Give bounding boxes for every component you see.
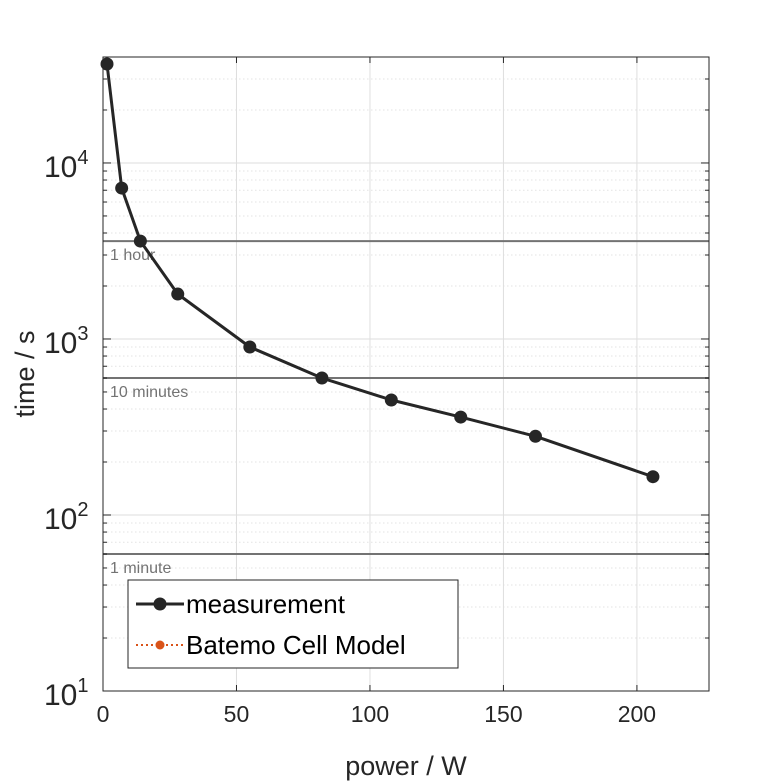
y-tick-label: 102 xyxy=(44,499,89,536)
y-tick-label-exponent: 4 xyxy=(77,147,88,169)
data-point xyxy=(133,234,147,248)
y-tick-label-base: 10 xyxy=(44,327,77,360)
data-point xyxy=(100,57,114,71)
legend-swatch-marker xyxy=(153,597,167,611)
series-measurement xyxy=(100,57,660,484)
legend-entry: Batemo Cell Model xyxy=(136,630,406,660)
legend-swatch-marker xyxy=(155,640,165,650)
x-tick-label: 0 xyxy=(97,701,110,727)
legend: measurement Batemo Cell Model xyxy=(127,579,459,669)
legend-entry: measurement xyxy=(136,589,346,619)
data-point xyxy=(646,470,660,484)
x-tick-label: 150 xyxy=(484,701,522,727)
x-tick-label: 50 xyxy=(224,701,250,727)
legend-box xyxy=(127,579,459,669)
y-tick-label-exponent: 3 xyxy=(77,323,88,345)
y-tick-label-exponent: 1 xyxy=(77,675,88,697)
y-tick-label: 103 xyxy=(44,323,89,360)
plot-frame xyxy=(102,56,710,692)
legend-label: measurement xyxy=(186,589,346,619)
legend-entries: measurement Batemo Cell Model xyxy=(136,589,406,660)
x-axis-label: power / W xyxy=(345,751,467,781)
reference-line-label: 1 hour xyxy=(110,247,156,264)
reference-line-label: 1 minute xyxy=(110,560,171,577)
data-point xyxy=(171,287,185,301)
y-tick-label-base: 10 xyxy=(44,151,77,184)
x-tick-label: 100 xyxy=(351,701,389,727)
y-tick-label-exponent: 2 xyxy=(77,499,88,521)
y-tick-label-base: 10 xyxy=(44,679,77,712)
reference-lines: 1 hour 10 minutes 1 minute xyxy=(103,240,709,577)
y-tick-label: 101 xyxy=(44,675,89,712)
y-axis-label: time / s xyxy=(10,330,40,417)
data-point xyxy=(384,393,398,407)
data-point xyxy=(243,340,257,354)
data-point xyxy=(315,371,329,385)
series-layer xyxy=(100,57,660,484)
y-tick-label: 104 xyxy=(44,147,89,184)
x-axis-ticks: 0 50 100 150 200 xyxy=(97,57,656,727)
data-point xyxy=(528,429,542,443)
reference-line-label: 10 minutes xyxy=(110,384,188,401)
series-line xyxy=(105,63,654,479)
data-point xyxy=(115,181,129,195)
legend-label: Batemo Cell Model xyxy=(186,630,406,660)
x-tick-label: 200 xyxy=(618,701,656,727)
data-point xyxy=(454,410,468,424)
y-tick-label-base: 10 xyxy=(44,503,77,536)
